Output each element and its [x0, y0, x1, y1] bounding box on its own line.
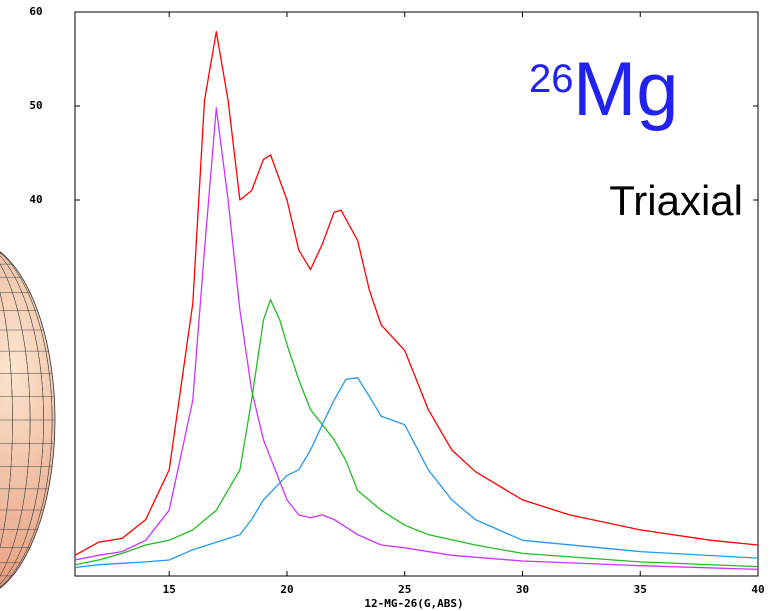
- x-tick-label: 25: [398, 583, 411, 596]
- y-tick-label: 60: [29, 5, 42, 18]
- x-axis-label: 12-MG-26(G,ABS): [364, 597, 463, 610]
- x-tick-label: 40: [751, 583, 764, 596]
- mesh-line: [0, 240, 44, 600]
- series-line: [74, 298, 759, 568]
- isotope-symbol: Mg: [573, 47, 679, 132]
- series-line: [74, 107, 759, 571]
- mesh-line: [0, 240, 53, 600]
- mesh-line: [0, 240, 31, 600]
- y-tick-label: 50: [29, 99, 42, 112]
- plot-area: 15 20 25 30 35 40 40 50 60: [29, 5, 764, 596]
- x-tick-label: 35: [634, 583, 647, 596]
- isotope-mass: 26: [529, 57, 574, 101]
- sphere: [0, 240, 56, 600]
- series-line: [74, 31, 759, 556]
- x-tick-label: 30: [516, 583, 529, 596]
- y-tick-label: 40: [29, 193, 42, 206]
- x-tick-label: 15: [163, 583, 176, 596]
- x-tick-label: 20: [280, 583, 293, 596]
- series-line: [74, 377, 759, 569]
- plot-frame: [74, 11, 759, 577]
- mesh-line: [0, 240, 13, 600]
- shape-label: Triaxial: [609, 177, 743, 224]
